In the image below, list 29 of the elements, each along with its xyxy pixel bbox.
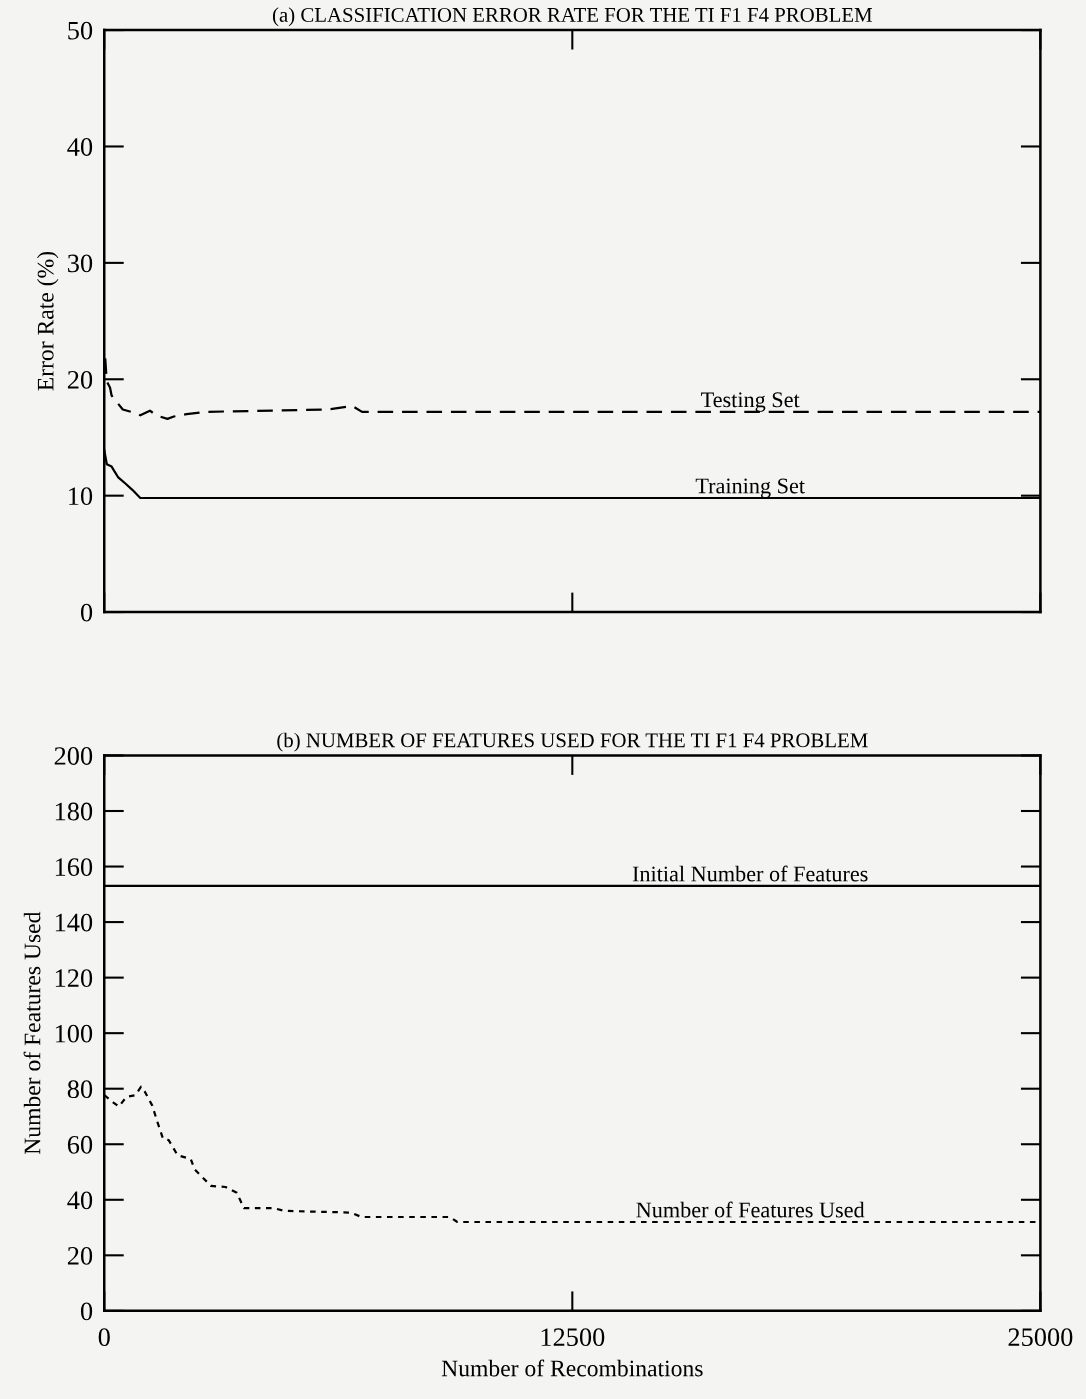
y-tick-label: 0 (80, 1302, 93, 1321)
series-label: Testing Set (701, 392, 800, 412)
chart-title: (a) CLASSIFICATION ERROR RATE FOR THE TI F1 F4 PROBLEM (272, 7, 872, 27)
y-tick-label: 20 (67, 370, 93, 389)
y-tick-label: 30 (68, 254, 93, 273)
y-tick-label: 40 (67, 1191, 93, 1210)
y-tick-label: 160 (55, 858, 93, 876)
series-label: Number of Features Used (636, 1201, 865, 1218)
x-tick-label: 25000 (1008, 1328, 1073, 1347)
y-tick-label: 80 (67, 1080, 93, 1099)
y-tick-label: 60 (67, 1135, 93, 1154)
x-tick-label: 0 (98, 1328, 110, 1347)
y-tick-label: 0 (80, 603, 93, 622)
chart-title: (b) NUMBER OF FEATURES USED FOR THE TI F1 F4 PROBLEM (277, 732, 868, 752)
series-label: Training Set (695, 478, 805, 498)
y-tick-label: 50 (68, 21, 93, 40)
y-tick-label: 20 (67, 1246, 93, 1265)
y-tick-label: 120 (55, 969, 93, 988)
y-tick-label: 40 (67, 138, 93, 156)
y-tick-label: 140 (55, 913, 93, 932)
y-tick-label: 10 (69, 487, 93, 506)
y-tick-label: 180 (55, 802, 93, 821)
y-axis-title: Number of Features Used (23, 911, 41, 1155)
series-label: Initial Number of Features (632, 865, 868, 882)
y-tick-label: 200 (54, 747, 93, 765)
y-tick-label: 100 (55, 1024, 93, 1043)
y-axis-title: Error Rate (%) (37, 251, 59, 391)
x-tick-label: 12500 (541, 1328, 605, 1347)
x-axis-title: Number of Recombinations (441, 1359, 703, 1377)
